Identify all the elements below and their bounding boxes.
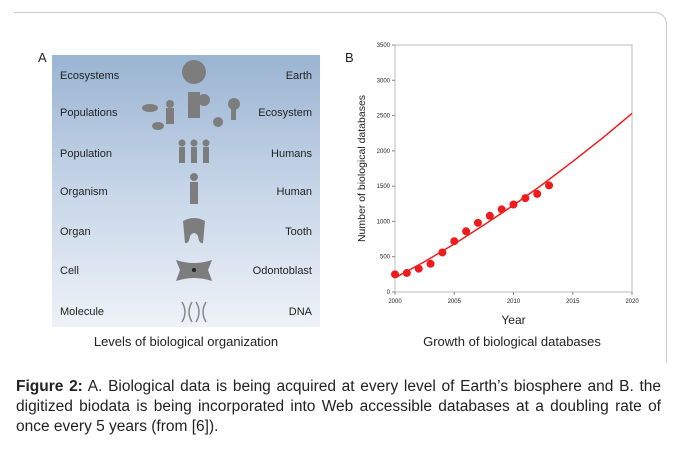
caption-text: A. Biological data is being acquired at …	[16, 378, 661, 435]
data-point	[415, 265, 423, 273]
level-label: Populations	[60, 107, 118, 119]
level-label: Organism	[60, 186, 108, 198]
x-tick-label: 2015	[566, 299, 580, 305]
x-tick-label: 2020	[625, 299, 639, 305]
x-axis-label: Year	[501, 313, 525, 327]
level-label: Population	[60, 148, 112, 160]
figure: A B Levels of biological organization Gr…	[0, 0, 675, 365]
example-label: Ecosystem	[258, 107, 312, 119]
x-tick-label: 2005	[448, 299, 462, 305]
panel-letter: B	[345, 50, 354, 65]
y-tick-label: 0	[387, 290, 391, 296]
y-tick-label: 1000	[377, 219, 391, 225]
plot-area	[395, 45, 632, 292]
page: A B Levels of biological organization Gr…	[0, 0, 675, 455]
data-point	[545, 181, 553, 189]
data-point	[450, 237, 458, 245]
x-tick-label: 2010	[507, 299, 521, 305]
data-point	[427, 260, 435, 268]
y-tick-label: 1500	[377, 184, 391, 190]
example-label: Humans	[271, 148, 312, 160]
y-tick-label: 3500	[377, 43, 391, 49]
data-point	[438, 248, 446, 256]
y-tick-label: 3000	[377, 78, 391, 84]
data-point	[533, 190, 541, 198]
panel-caption: Levels of biological organization	[94, 334, 278, 349]
caption-label: Figure 2:	[16, 378, 83, 395]
example-label: Earth	[286, 70, 312, 82]
y-tick-label: 500	[380, 255, 391, 261]
data-point	[498, 205, 506, 213]
data-point	[486, 212, 494, 220]
example-label: Human	[277, 186, 312, 198]
data-point	[462, 227, 470, 235]
panel-letter: A	[38, 50, 47, 65]
level-label: Cell	[60, 265, 79, 277]
level-label: Molecule	[60, 306, 104, 318]
level-label: Organ	[60, 226, 91, 238]
example-label: Odontoblast	[253, 265, 312, 277]
y-axis-label: Number of biological databases	[356, 95, 368, 242]
y-tick-label: 2500	[377, 114, 391, 120]
data-point	[474, 219, 482, 227]
data-point	[521, 194, 529, 202]
y-tick-label: 2000	[377, 149, 391, 155]
x-tick-label: 2000	[388, 299, 402, 305]
nucleus	[192, 268, 196, 272]
data-point	[391, 270, 399, 278]
level-label: Ecosystems	[60, 70, 120, 82]
fit-line	[395, 113, 632, 277]
data-point	[510, 200, 518, 208]
example-label: DNA	[289, 306, 313, 318]
panel-caption: Growth of biological databases	[423, 334, 601, 349]
data-point	[403, 269, 411, 277]
example-label: Tooth	[285, 226, 312, 238]
figure-caption: Figure 2: A. Biological data is being ac…	[16, 377, 661, 437]
